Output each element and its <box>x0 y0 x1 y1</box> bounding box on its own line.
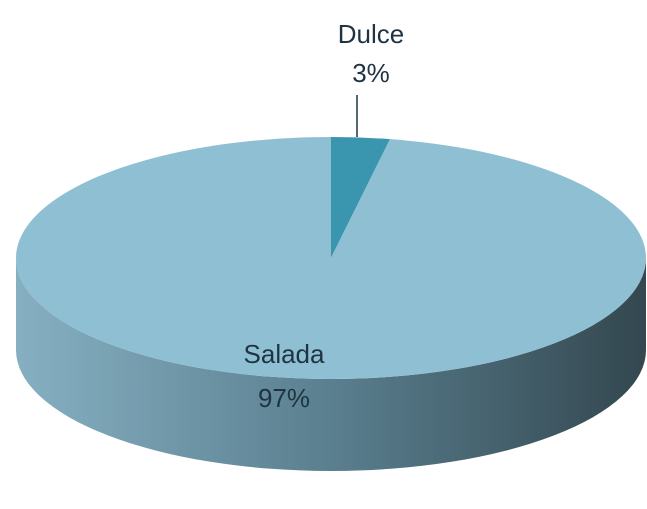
slices <box>15 137 646 379</box>
slice-value-label: 97% <box>258 383 310 413</box>
pie-side <box>16 258 646 471</box>
slice-label: Salada <box>244 339 325 369</box>
slice-value-label: 3% <box>352 58 390 88</box>
pie-slice <box>15 137 646 379</box>
pie-slice <box>331 137 391 258</box>
slice-label: Dulce <box>338 19 404 49</box>
